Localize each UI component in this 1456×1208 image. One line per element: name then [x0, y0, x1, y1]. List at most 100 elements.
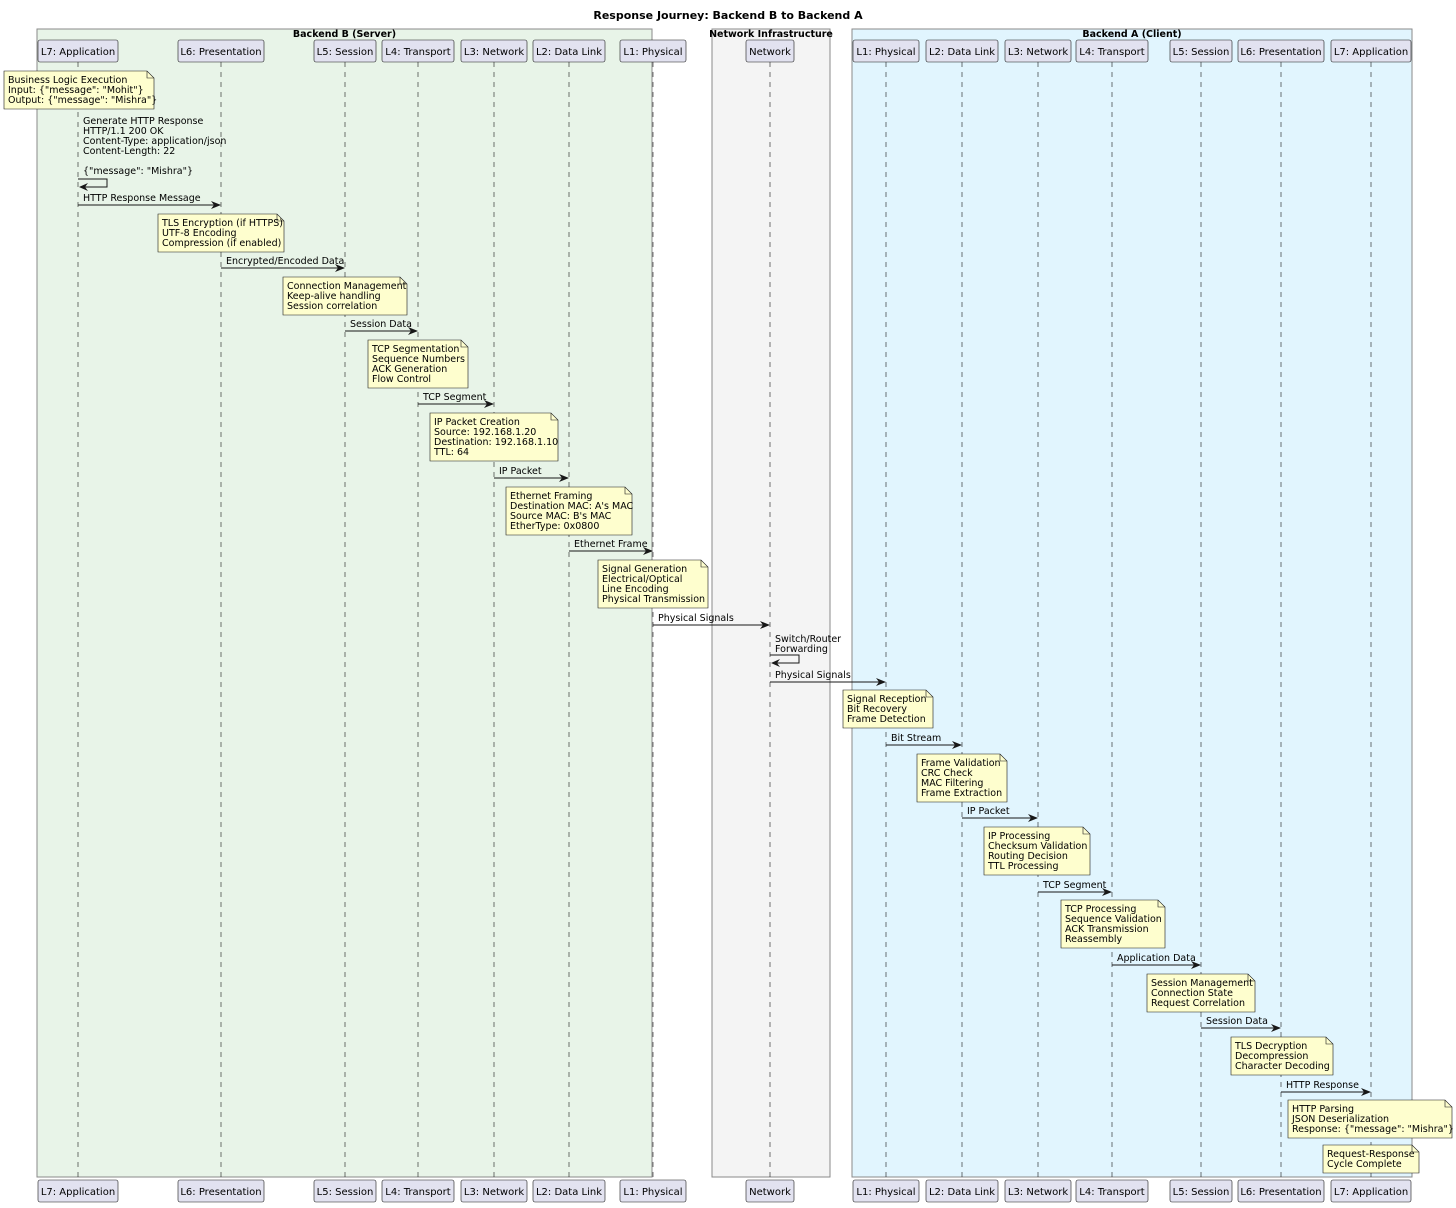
self-message-arrow-0 — [78, 178, 108, 188]
note-line: Frame Validation — [921, 758, 1001, 769]
participant-label-a7-bottom: L7: Application — [1334, 1187, 1408, 1198]
note-line: Ethernet Framing — [510, 491, 592, 502]
participant-label-b1-bottom: L1: Physical — [623, 1187, 682, 1198]
note-line: Checksum Validation — [988, 841, 1087, 852]
participant-label-b6-top: L6: Presentation — [180, 47, 261, 58]
participant-label-a7-top: L7: Application — [1334, 47, 1408, 58]
participant-box-a5-bottom — [1169, 1179, 1233, 1203]
note-line: TTL: 64 — [433, 447, 469, 458]
participant-box-a7-bottom — [1330, 1179, 1412, 1203]
group-box-b — [36, 28, 653, 1178]
participant-label-a4-top: L4: Transport — [1079, 47, 1144, 58]
participant-label-b4-top: L4: Transport — [385, 47, 450, 58]
self-message-arrowhead-1 — [771, 659, 780, 667]
participant-label-b7-top: L7: Application — [41, 47, 115, 58]
self-message-line: HTTP/1.1 200 OK — [83, 126, 164, 137]
participant-box-a4-bottom — [1075, 1179, 1149, 1203]
note-line: HTTP Parsing — [1292, 1104, 1354, 1115]
note-line: Session correlation — [287, 301, 377, 312]
note-line: Signal Generation — [602, 564, 687, 575]
participant-box-b6-bottom — [177, 1179, 265, 1203]
note-line: Signal Reception — [847, 694, 927, 705]
note-line: EtherType: 0x0800 — [510, 521, 599, 532]
note-line: IP Processing — [988, 831, 1050, 842]
self-message-line: Content-Type: application/json — [83, 136, 226, 147]
participant-label-a1-bottom: L1: Physical — [856, 1187, 915, 1198]
participant-label-a3-top: L3: Network — [1008, 47, 1068, 58]
message-label-7: Physical Signals — [775, 670, 851, 681]
note-line: Destination: 192.168.1.10 — [434, 437, 558, 448]
participant-box-a6-top — [1237, 39, 1325, 63]
note-line: JSON Deserialization — [1291, 1114, 1389, 1125]
note-line: Frame Extraction — [921, 788, 1002, 799]
note-line: Request Correlation — [1151, 998, 1245, 1009]
note-line: TLS Encryption (if HTTPS) — [161, 218, 283, 229]
participant-label-a2-bottom: L2: Data Link — [929, 1187, 995, 1198]
participant-label-a2-top: L2: Data Link — [929, 47, 995, 58]
note-line: TCP Segmentation — [371, 344, 459, 355]
note-line: Source MAC: B's MAC — [510, 511, 612, 522]
self-message-line: Switch/Router — [775, 634, 841, 645]
note-line: Electrical/Optical — [602, 574, 682, 585]
participant-box-a1-top — [852, 39, 920, 63]
participant-box-a6-bottom — [1237, 1179, 1325, 1203]
message-label-2: Session Data — [350, 319, 412, 330]
note-line: Request-Response — [1327, 1149, 1415, 1160]
participant-label-b7-bottom: L7: Application — [41, 1187, 115, 1198]
note-line: UTF-8 Encoding — [162, 228, 237, 239]
note-line: Business Logic Execution — [8, 75, 127, 86]
participant-box-b4-top — [381, 39, 455, 63]
note-line: Sequence Numbers — [372, 354, 465, 365]
participant-label-a4-bottom: L4: Transport — [1079, 1187, 1144, 1198]
note-line: Decompression — [1235, 1051, 1308, 1062]
note-line: Routing Decision — [988, 851, 1068, 862]
note-line: Flow Control — [372, 374, 431, 385]
message-label-3: TCP Segment — [422, 392, 487, 403]
note-line: Reassembly — [1065, 934, 1123, 945]
message-label-1: Encrypted/Encoded Data — [226, 256, 344, 267]
group-box-n — [711, 28, 831, 1178]
participant-box-b3-bottom — [460, 1179, 528, 1203]
participant-label-b2-top: L2: Data Link — [536, 47, 602, 58]
note-line: Cycle Complete — [1327, 1159, 1402, 1170]
participant-label-b3-bottom: L3: Network — [464, 1187, 524, 1198]
participant-label-b6-bottom: L6: Presentation — [180, 1187, 261, 1198]
participant-label-b5-top: L5: Session — [317, 47, 374, 58]
participant-box-a5-top — [1169, 39, 1233, 63]
message-label-0: HTTP Response Message — [83, 193, 201, 204]
message-label-5: Ethernet Frame — [574, 539, 648, 550]
message-label-9: IP Packet — [967, 806, 1010, 817]
participant-box-a4-top — [1075, 39, 1149, 63]
participant-box-b7-top — [37, 39, 119, 63]
participant-box-a3-top — [1004, 39, 1072, 63]
self-message-line: Content-Length: 22 — [83, 146, 175, 157]
participant-label-b1-top: L1: Physical — [623, 47, 682, 58]
participant-label-b4-bottom: L4: Transport — [385, 1187, 450, 1198]
note-line: TLS Decryption — [1234, 1041, 1307, 1052]
note-line: Input: {"message": "Mohit"} — [8, 85, 144, 96]
participant-label-a6-top: L6: Presentation — [1240, 47, 1321, 58]
note-line: Physical Transmission — [602, 594, 705, 605]
participant-box-b4-bottom — [381, 1179, 455, 1203]
note-line: TTL Processing — [987, 861, 1058, 872]
participant-label-a6-bottom: L6: Presentation — [1240, 1187, 1321, 1198]
note-6: Signal GenerationElectrical/OpticalLine … — [597, 559, 709, 609]
message-label-10: TCP Segment — [1042, 880, 1107, 891]
participant-label-b2-bottom: L2: Data Link — [536, 1187, 602, 1198]
note-line: Sequence Validation — [1065, 914, 1162, 925]
group-label-a: Backend A (Client) — [1082, 29, 1181, 40]
message-label-13: HTTP Response — [1286, 1080, 1359, 1091]
participant-box-a7-top — [1330, 39, 1412, 63]
participant-label-net-top: Network — [749, 47, 791, 58]
participant-label-a5-top: L5: Session — [1173, 47, 1230, 58]
self-message-arrow-1 — [770, 654, 800, 664]
